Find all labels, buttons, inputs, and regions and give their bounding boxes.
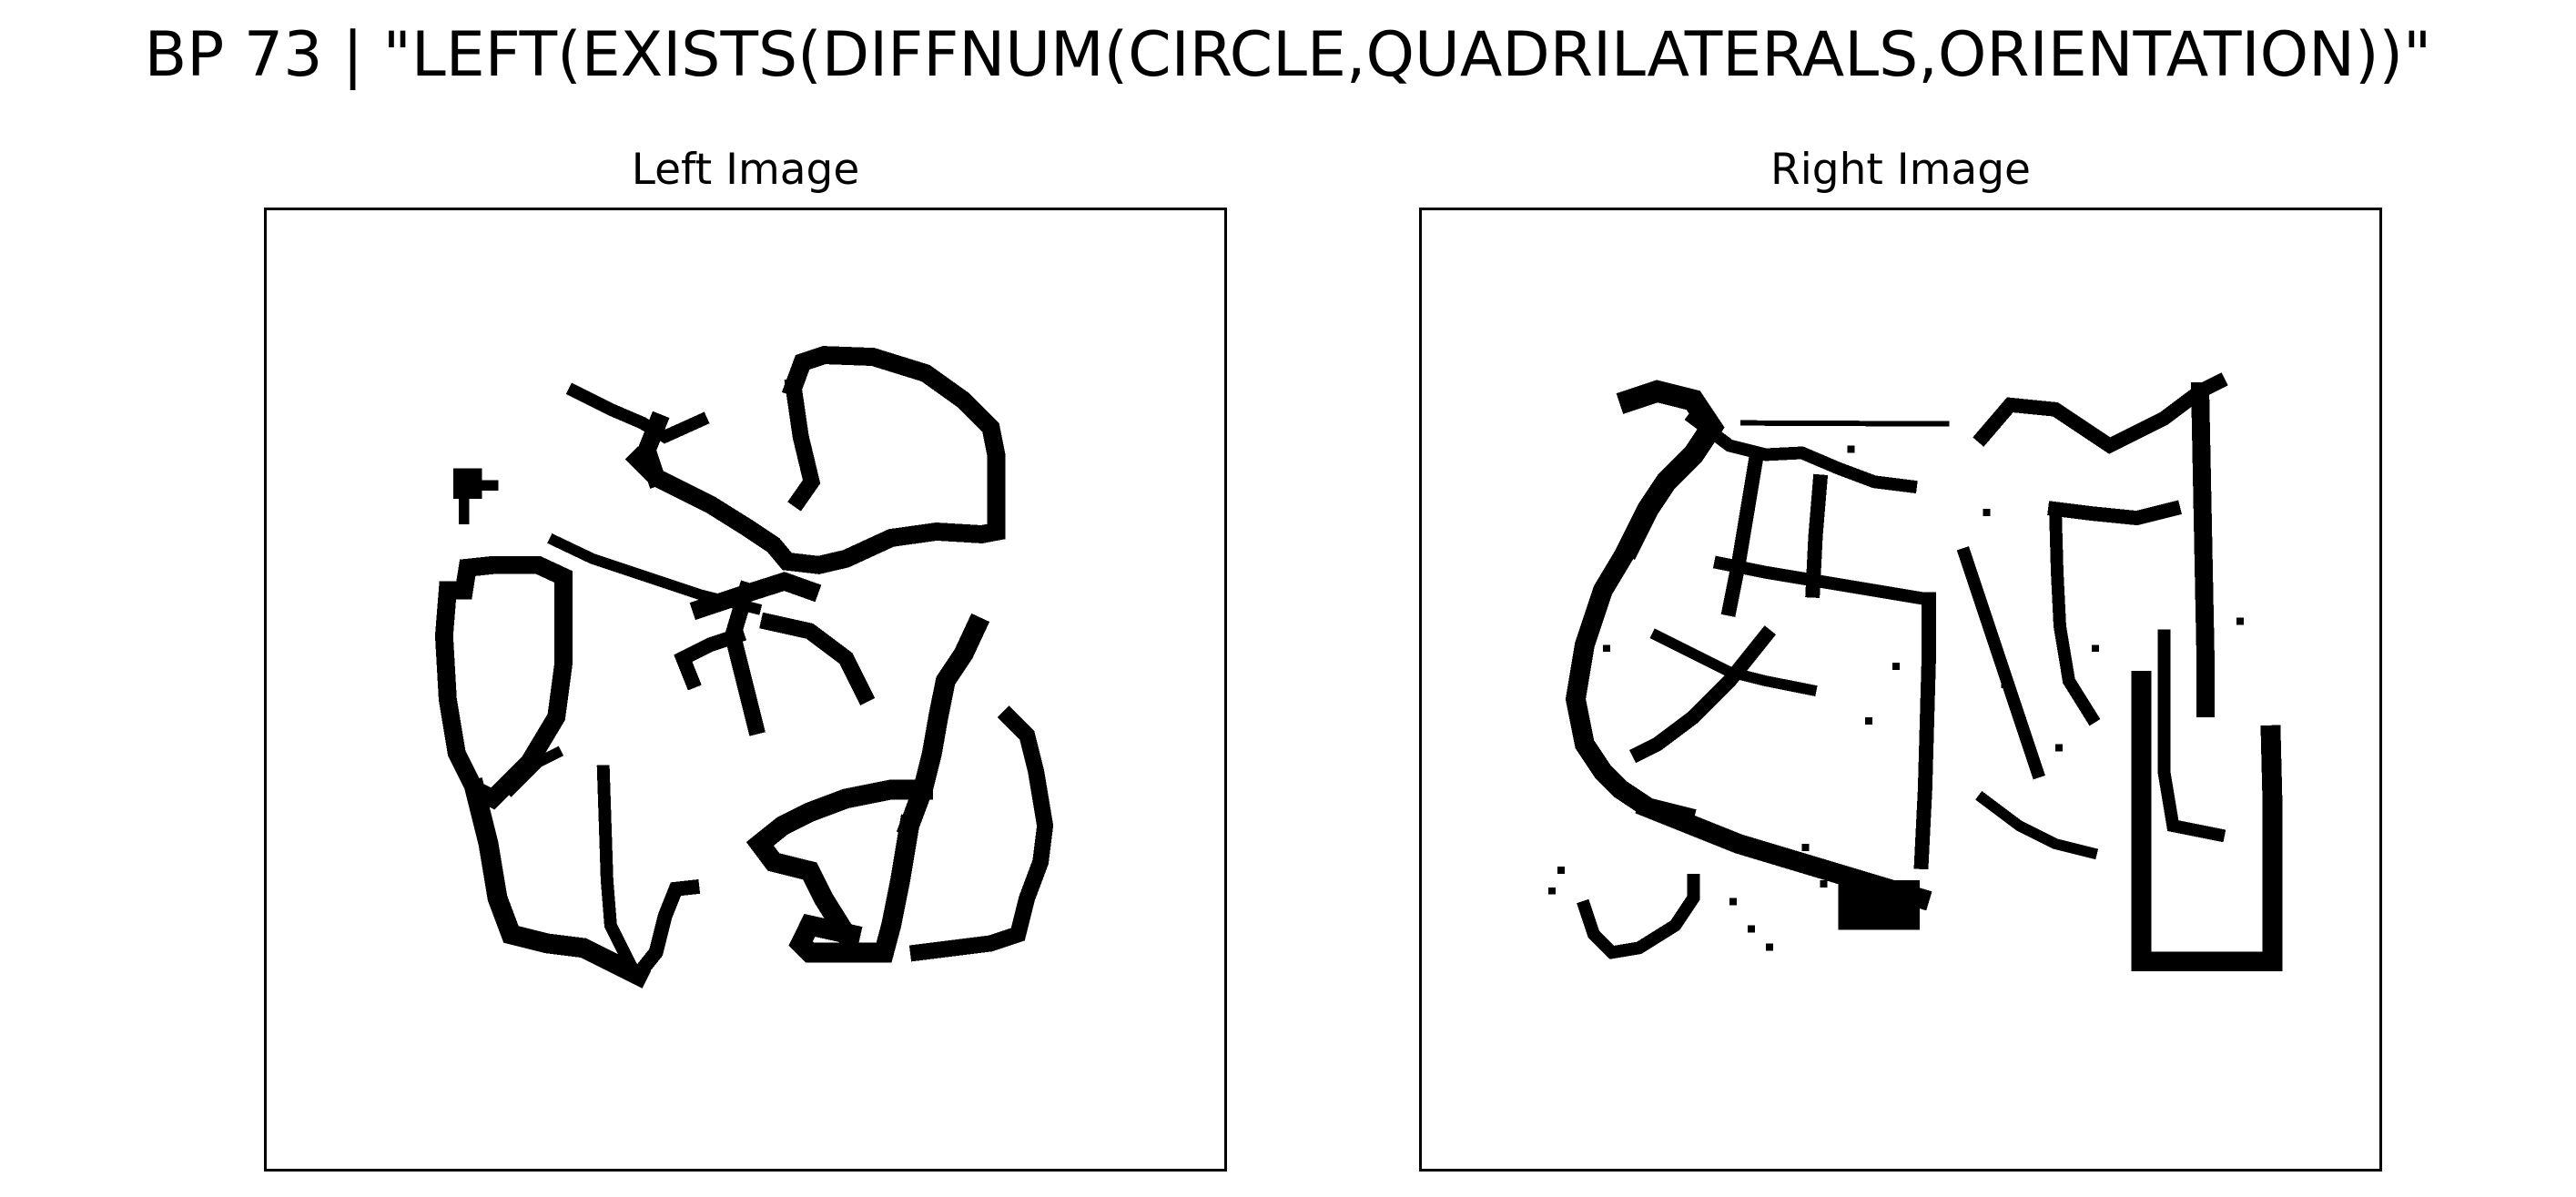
right-speck	[1557, 866, 1566, 874]
left-stroke-top	[565, 382, 710, 444]
right-stroke-mid-right	[1956, 546, 2045, 780]
right-panel-title: Right Image	[1770, 145, 2031, 195]
left-stroke-branch	[674, 626, 747, 691]
right-open-rectangle	[2131, 671, 2283, 972]
right-grid-vertical-a	[1720, 446, 1766, 617]
right-grid-vertical-b	[1805, 473, 1829, 598]
right-hook-bottom-left	[1577, 873, 1700, 959]
right-image-panel	[1419, 208, 2382, 1172]
right-arc-left	[1565, 531, 1697, 829]
left-loop-bottom-right	[745, 779, 933, 948]
right-stroke-lower-right	[1975, 790, 2099, 860]
right-frame-inner	[2047, 500, 2182, 526]
right-frame-top-right	[1973, 372, 2228, 454]
right-grid-horizontal	[1712, 555, 1936, 607]
right-image-drawing	[1548, 372, 2283, 972]
left-image-panel	[264, 208, 1227, 1172]
left-stroke-small-v	[503, 746, 564, 797]
left-panel-title: Left Image	[631, 145, 860, 195]
right-stroke-top-row	[1684, 409, 1918, 494]
left-stroke-far-right	[908, 705, 1054, 962]
right-center-vertical	[1913, 592, 1936, 870]
left-image-drawing	[434, 346, 1054, 989]
left-loop-top-right	[624, 346, 1006, 574]
figure-title: BP 73 | "LEFT(EXISTS(DIFFNUM(CIRCLE,QUAD…	[144, 19, 2432, 91]
left-stroke-center-down	[724, 580, 766, 736]
left-stroke-right-arm	[759, 612, 876, 705]
right-frame-inner-vertical	[2048, 502, 2101, 726]
right-stroke-top-left	[1615, 380, 1725, 560]
left-stroke-curl	[637, 411, 670, 489]
right-grid-cross	[1649, 628, 1818, 697]
left-stroke-bottom-left	[462, 777, 652, 989]
left-loop-inner-stroke	[784, 377, 821, 512]
right-grid-diagonal	[1628, 625, 1777, 764]
left-stroke-bottom-hook	[627, 878, 701, 986]
left-loop-left	[434, 555, 573, 810]
right-inner-rectangle	[2157, 629, 2226, 843]
left-loop-bottom-right-b	[788, 814, 921, 963]
right-bottom-blob	[1838, 879, 1920, 930]
right-frame-vertical-right	[2190, 381, 2216, 717]
right-line-top	[1739, 420, 1950, 427]
left-stroke-vertical-mid	[596, 765, 638, 970]
left-stroke-center	[689, 572, 822, 621]
